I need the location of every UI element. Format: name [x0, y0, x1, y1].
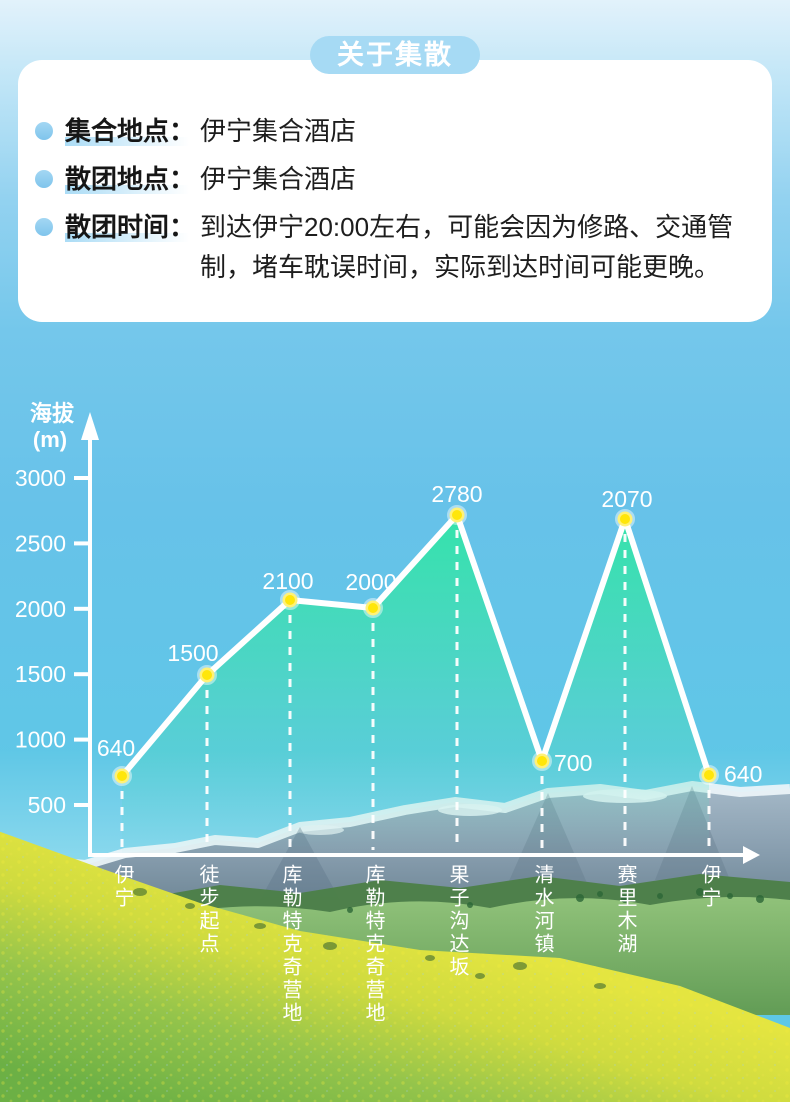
- elevation-points: [112, 505, 719, 786]
- x-axis-label: 伊宁: [698, 864, 720, 910]
- info-value: 伊宁集合酒店: [200, 164, 357, 194]
- x-axis-label: 清水河镇: [531, 864, 553, 956]
- y-axis-arrow-icon: [81, 412, 99, 440]
- y-tick-label: 3000: [15, 465, 66, 491]
- data-point: [280, 590, 300, 610]
- data-point: [197, 665, 217, 685]
- y-tick-label: 2500: [15, 530, 66, 556]
- point-value-label: 2100: [262, 568, 313, 594]
- scenery-photo: [0, 750, 790, 1102]
- point-value-label: 2780: [431, 481, 482, 507]
- data-point: [363, 598, 383, 618]
- section-title: 关于集散: [337, 40, 453, 70]
- info-value: 到达伊宁20:00左右，可能会因为修路、交通管制，堵车耽误时间，实际到达时间可能…: [200, 212, 734, 282]
- data-point: [447, 505, 467, 525]
- info-value: 伊宁集合酒店: [200, 116, 357, 146]
- info-row-dismissal-point: 散团地点： 伊宁集合酒店: [35, 159, 746, 199]
- y-tick-label: 2000: [15, 596, 66, 622]
- y-tick-label: 1000: [15, 727, 66, 753]
- x-axis-label: 徒步起点: [196, 864, 218, 956]
- bullet-dot-icon: [35, 170, 53, 188]
- section-title-pill: 关于集散: [310, 36, 480, 74]
- x-axis-label: 赛里木湖: [614, 864, 636, 956]
- point-value-label: 2070: [601, 486, 652, 512]
- point-value-label: 1500: [167, 640, 218, 666]
- info-row-dismissal-time: 散团时间： 到达伊宁20:00左右，可能会因为修路、交通管制，堵车耽误时间，实际…: [35, 207, 746, 287]
- info-label: 散团时间：: [65, 207, 200, 247]
- x-axis-label: 伊宁: [111, 864, 133, 910]
- x-axis-label: 果子沟达坂: [446, 864, 468, 979]
- y-axis-unit: (m): [33, 427, 67, 452]
- elevation-line: [119, 512, 712, 779]
- data-point: [615, 509, 635, 529]
- info-label: 集合地点：: [65, 111, 200, 151]
- x-axis-label: 库勒特克奇营地: [279, 864, 301, 1025]
- info-card: 集合地点： 伊宁集合酒店 散团地点： 伊宁集合酒店 散团时间： 到达伊宁20:0…: [18, 60, 772, 322]
- y-axis-title: 海拔: [30, 401, 75, 426]
- bullet-dot-icon: [35, 122, 53, 140]
- info-row-meeting-point: 集合地点： 伊宁集合酒店: [35, 111, 746, 151]
- point-value-label: 2000: [345, 569, 396, 595]
- x-axis-label: 库勒特克奇营地: [362, 864, 384, 1025]
- bullet-dot-icon: [35, 218, 53, 236]
- info-label: 散团地点：: [65, 159, 200, 199]
- y-tick-label: 1500: [15, 661, 66, 687]
